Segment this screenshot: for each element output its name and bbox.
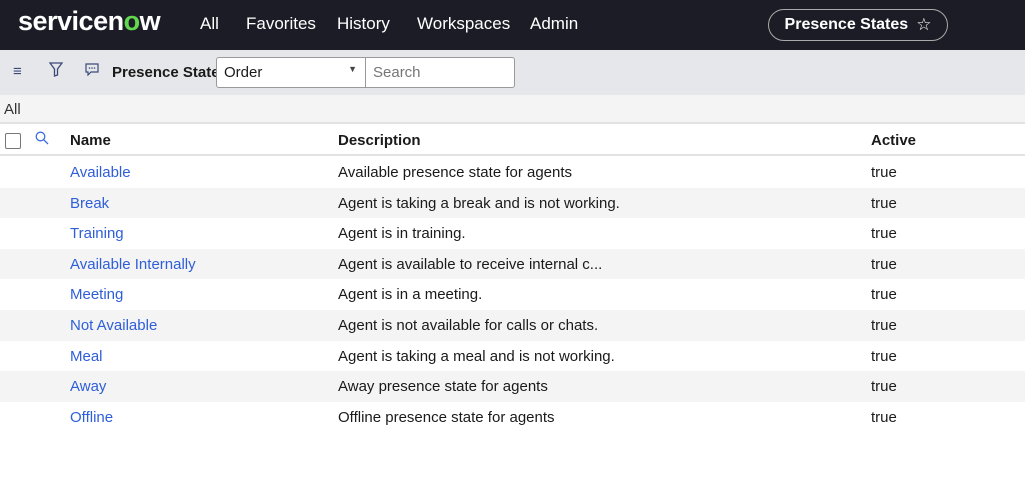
- row-active: true: [871, 255, 897, 273]
- nav-admin[interactable]: Admin: [530, 14, 579, 33]
- context-pill-label: Presence States: [784, 16, 909, 33]
- row-active: true: [871, 408, 897, 426]
- row-active: true: [871, 378, 897, 396]
- table-row: Away Away presence state for agents true: [0, 371, 1025, 402]
- row-active: true: [871, 194, 897, 212]
- row-name-link[interactable]: Break: [70, 194, 110, 212]
- row-description: Agent is taking a meal and is not workin…: [338, 347, 615, 365]
- row-name-link[interactable]: Available Internally: [70, 255, 196, 273]
- column-header-description[interactable]: Description: [338, 132, 421, 149]
- row-description: Agent is available to receive internal c…: [338, 255, 603, 273]
- row-active: true: [871, 286, 897, 304]
- table-row: Available Available presence state for ag…: [0, 157, 1025, 188]
- filter-breadcrumb[interactable]: All: [0, 95, 1025, 124]
- row-name-link[interactable]: Meeting: [70, 286, 124, 304]
- row-description: Offline presence state for agents: [338, 408, 555, 426]
- row-name-link[interactable]: Meal: [70, 347, 103, 365]
- servicenow-logo[interactable]: servicenow: [18, 6, 161, 36]
- table-row: Training Agent is in training. true: [0, 218, 1025, 249]
- row-name-link[interactable]: Away: [70, 378, 107, 396]
- table-row: Offline Offline presence state for agents…: [0, 402, 1025, 433]
- table-row: Not Available Agent is not available for …: [0, 310, 1025, 341]
- select-all-checkbox[interactable]: [5, 133, 21, 149]
- row-active: true: [871, 317, 897, 334]
- row-name-link[interactable]: Not Available: [70, 317, 158, 334]
- nav-favorites[interactable]: Favorites: [246, 14, 316, 33]
- nav-all[interactable]: All: [200, 14, 219, 33]
- row-description: Away presence state for agents: [338, 378, 548, 396]
- table-row: Meeting Agent is in a meeting. true: [0, 279, 1025, 310]
- hamburger-menu-icon[interactable]: ≡: [13, 63, 22, 80]
- row-name-link[interactable]: Available: [70, 164, 131, 181]
- row-active: true: [871, 164, 897, 181]
- row-active: true: [871, 225, 897, 243]
- table-row: Meal Agent is taking a meal and is not wo…: [0, 341, 1025, 372]
- table-row: Available Internally Agent is available t…: [0, 248, 1025, 280]
- column-header-name[interactable]: Name: [70, 132, 111, 149]
- list-title: Presence States: [112, 64, 228, 81]
- row-active: true: [871, 347, 897, 365]
- context-pill[interactable]: Presence States ☆: [768, 9, 948, 41]
- order-select[interactable]: Order ▼: [216, 57, 366, 88]
- row-name-link[interactable]: Training: [70, 225, 124, 243]
- top-nav-bar: servicenow All Favorites History Workspa…: [0, 0, 1025, 50]
- row-description: Agent is not available for calls or chat…: [338, 317, 599, 334]
- star-icon[interactable]: ☆: [916, 15, 932, 34]
- search-icon[interactable]: [35, 131, 49, 149]
- filter-icon[interactable]: [48, 62, 64, 81]
- nav-history[interactable]: History: [337, 14, 390, 33]
- nav-workspaces[interactable]: Workspaces: [417, 14, 511, 33]
- row-description: Agent is in training.: [338, 225, 466, 243]
- search-input[interactable]: [366, 57, 515, 88]
- order-select-value: Order: [224, 64, 263, 81]
- row-description: Available presence state for agents: [338, 164, 573, 181]
- caret-down-icon: ▼: [348, 64, 357, 74]
- row-description: Agent is taking a break and is not worki…: [338, 194, 620, 212]
- row-description: Agent is in a meeting.: [338, 286, 483, 304]
- column-header-active[interactable]: Active: [871, 132, 917, 149]
- list-toolbar: ≡ Presence States Order ▼: [0, 50, 1025, 95]
- table-header: Name Description Active: [0, 125, 1025, 156]
- table-row: Break Agent is taking a break and is not …: [0, 187, 1025, 219]
- comment-icon[interactable]: [85, 63, 99, 80]
- row-name-link[interactable]: Offline: [70, 408, 114, 426]
